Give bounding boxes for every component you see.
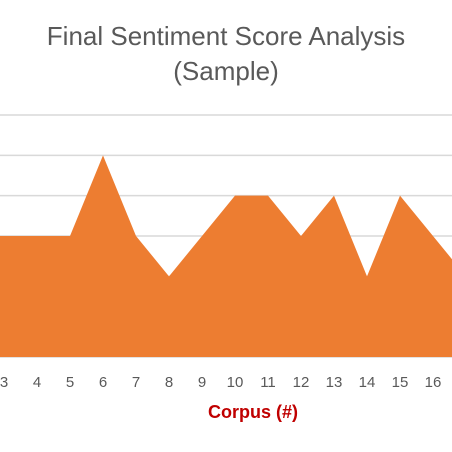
x-tick-label: 5 <box>66 374 74 391</box>
chart-title: Final Sentiment Score Analysis <box>47 21 405 51</box>
x-axis-label: Corpus (#) <box>208 402 298 422</box>
x-tick-label: 14 <box>359 374 376 391</box>
x-tick-label: 7 <box>132 374 140 391</box>
x-tick-label: 9 <box>198 374 206 391</box>
x-tick-label: 6 <box>99 374 107 391</box>
x-tick-label: 4 <box>33 374 41 391</box>
x-tick-label: 11 <box>260 374 276 391</box>
chart-subtitle: (Sample) <box>173 56 278 86</box>
x-tick-label: 8 <box>165 374 173 391</box>
x-tick-label: 16 <box>425 374 442 391</box>
x-tick-label: 13 <box>326 374 343 391</box>
x-tick-label: 3 <box>0 374 8 391</box>
x-tick-label: 10 <box>227 374 244 391</box>
area <box>0 155 452 357</box>
x-tick-label: 15 <box>392 374 409 391</box>
x-tick-label: 12 <box>293 374 310 391</box>
